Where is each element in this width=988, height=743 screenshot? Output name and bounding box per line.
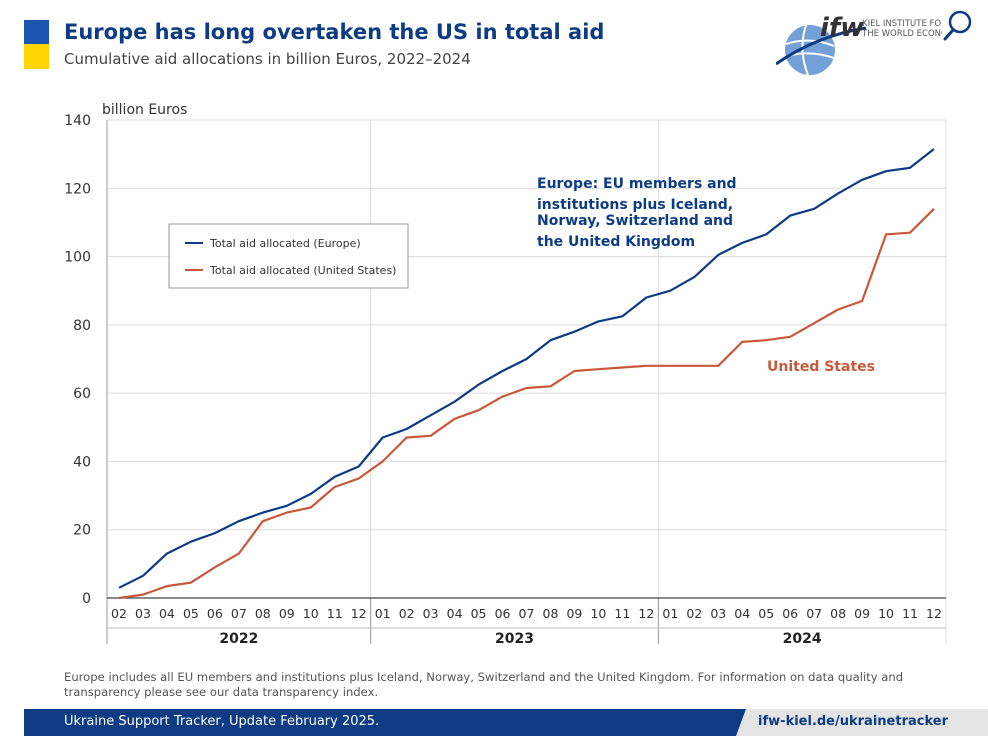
y-tick-120: 120	[64, 181, 91, 197]
x-tick-2023-02: 02	[399, 606, 415, 621]
x-tick-2024-06: 06	[782, 606, 798, 621]
x-tick-2024-01: 01	[662, 606, 678, 621]
ifw-logo: ifw KIEL INSTITUTE FOR THE WORLD ECONOMY	[776, 10, 972, 76]
footer-link-panel	[736, 709, 988, 736]
x-tick-2022-07: 07	[231, 606, 247, 621]
grid-lines	[107, 119, 946, 598]
x-tick-2022-05: 05	[183, 606, 199, 621]
flag-blue-block	[24, 20, 49, 44]
x-tick-2024-07: 07	[806, 606, 822, 621]
x-tick-2024-09: 09	[854, 606, 870, 621]
x-tick-2024-08: 08	[830, 606, 846, 621]
x-tick-2023-06: 06	[495, 606, 511, 621]
x-tick-2024-03: 03	[710, 606, 726, 621]
x-tick-2023-05: 05	[471, 606, 487, 621]
y-tick-40: 40	[73, 454, 91, 470]
x-tick-2023-12: 12	[638, 606, 654, 621]
y-tick-labels: 0 20 40 60 80 100 120 140	[64, 113, 91, 607]
x-tick-2024-12: 12	[926, 606, 942, 621]
x-tick-2022-12: 12	[351, 606, 367, 621]
y-tick-100: 100	[64, 250, 91, 266]
y-tick-140: 140	[64, 113, 91, 129]
x-tick-2022-10: 10	[303, 606, 319, 621]
x-tick-2023-09: 09	[566, 606, 582, 621]
y-tick-80: 80	[73, 318, 91, 334]
logo-mark: ifw	[820, 13, 865, 43]
x-tick-2024-05: 05	[758, 606, 774, 621]
legend-box	[168, 223, 409, 289]
x-tick-2022-09: 09	[279, 606, 295, 621]
x-tick-2022-08: 08	[255, 606, 271, 621]
legend-label-us: Total aid allocated (United States)	[209, 264, 396, 277]
x-tick-2022-04: 04	[159, 606, 175, 621]
series-lines	[118, 148, 935, 600]
logo-line-1: KIEL INSTITUTE FOR	[862, 19, 947, 29]
chart-subtitle: Cumulative aid allocations in billion Eu…	[64, 50, 471, 68]
legend-label-europe: Total aid allocated (Europe)	[209, 237, 361, 250]
year-label-2023: 2023	[495, 631, 534, 647]
x-tick-2023-11: 11	[614, 606, 630, 621]
x-axis: 2022 2023 2024 02 03 04 05 06 07 08 09 10 11 12 01 02 03…	[106, 120, 947, 647]
footer-link[interactable]: ifw-kiel.de/ukrainetracker	[758, 714, 948, 729]
x-tick-2024-10: 10	[878, 606, 894, 621]
year-label-2022: 2022	[219, 631, 258, 647]
annotation-europe-line-3: Norway, Switzerland and	[537, 213, 733, 229]
footer-update-text: Ukraine Support Tracker, Update February…	[64, 714, 380, 729]
x-tick-2024-04: 04	[734, 606, 750, 621]
legend: Total aid allocated (Europe) Total aid a…	[168, 223, 409, 289]
annotation-europe-line-4: the United Kingdom	[537, 234, 695, 250]
logo-line-2: THE WORLD ECONOMY	[861, 29, 961, 39]
x-tick-2022-06: 06	[207, 606, 223, 621]
search-icon[interactable]	[943, 10, 972, 41]
x-tick-2022-11: 11	[327, 606, 343, 621]
footnote: Europe includes all EU members and insti…	[64, 670, 904, 699]
x-tick-2023-01: 01	[375, 606, 391, 621]
x-tick-2022-03: 03	[135, 606, 151, 621]
x-tick-2023-07: 07	[519, 606, 535, 621]
annotation-europe: Europe: EU members and institutions plus…	[537, 176, 737, 250]
x-tick-2024-02: 02	[686, 606, 702, 621]
x-tick-2023-10: 10	[590, 606, 606, 621]
globe-icon	[776, 24, 867, 76]
series-line-europe	[118, 148, 935, 589]
y-tick-0: 0	[82, 591, 91, 607]
x-tick-2022-02: 02	[111, 606, 127, 621]
annotation-europe-line-2: institutions plus Iceland,	[537, 197, 733, 213]
x-tick-2023-08: 08	[543, 606, 559, 621]
y-tick-60: 60	[73, 386, 91, 402]
chart-title: Europe has long overtaken the US in tota…	[64, 20, 605, 44]
y-tick-20: 20	[73, 523, 91, 539]
annotation-us: United States	[767, 359, 875, 375]
x-tick-2023-04: 04	[447, 606, 463, 621]
x-tick-2024-11: 11	[902, 606, 918, 621]
x-tick-2023-03: 03	[423, 606, 439, 621]
series-line-us	[118, 208, 935, 600]
year-label-2024: 2024	[783, 631, 822, 647]
y-axis-label: billion Euros	[102, 102, 187, 118]
annotation-europe-line-1: Europe: EU members and	[537, 176, 737, 192]
flag-yellow-block	[24, 44, 49, 69]
